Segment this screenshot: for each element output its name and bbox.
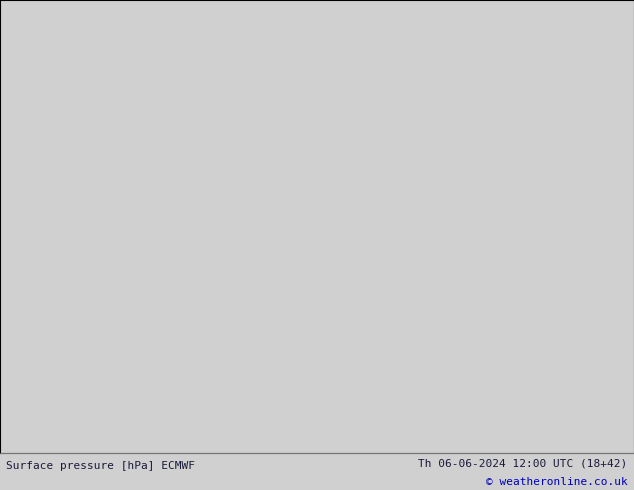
Text: Surface pressure [hPa] ECMWF: Surface pressure [hPa] ECMWF [6, 461, 195, 471]
Text: Th 06-06-2024 12:00 UTC (18+42): Th 06-06-2024 12:00 UTC (18+42) [418, 459, 628, 468]
Text: © weatheronline.co.uk: © weatheronline.co.uk [486, 477, 628, 487]
